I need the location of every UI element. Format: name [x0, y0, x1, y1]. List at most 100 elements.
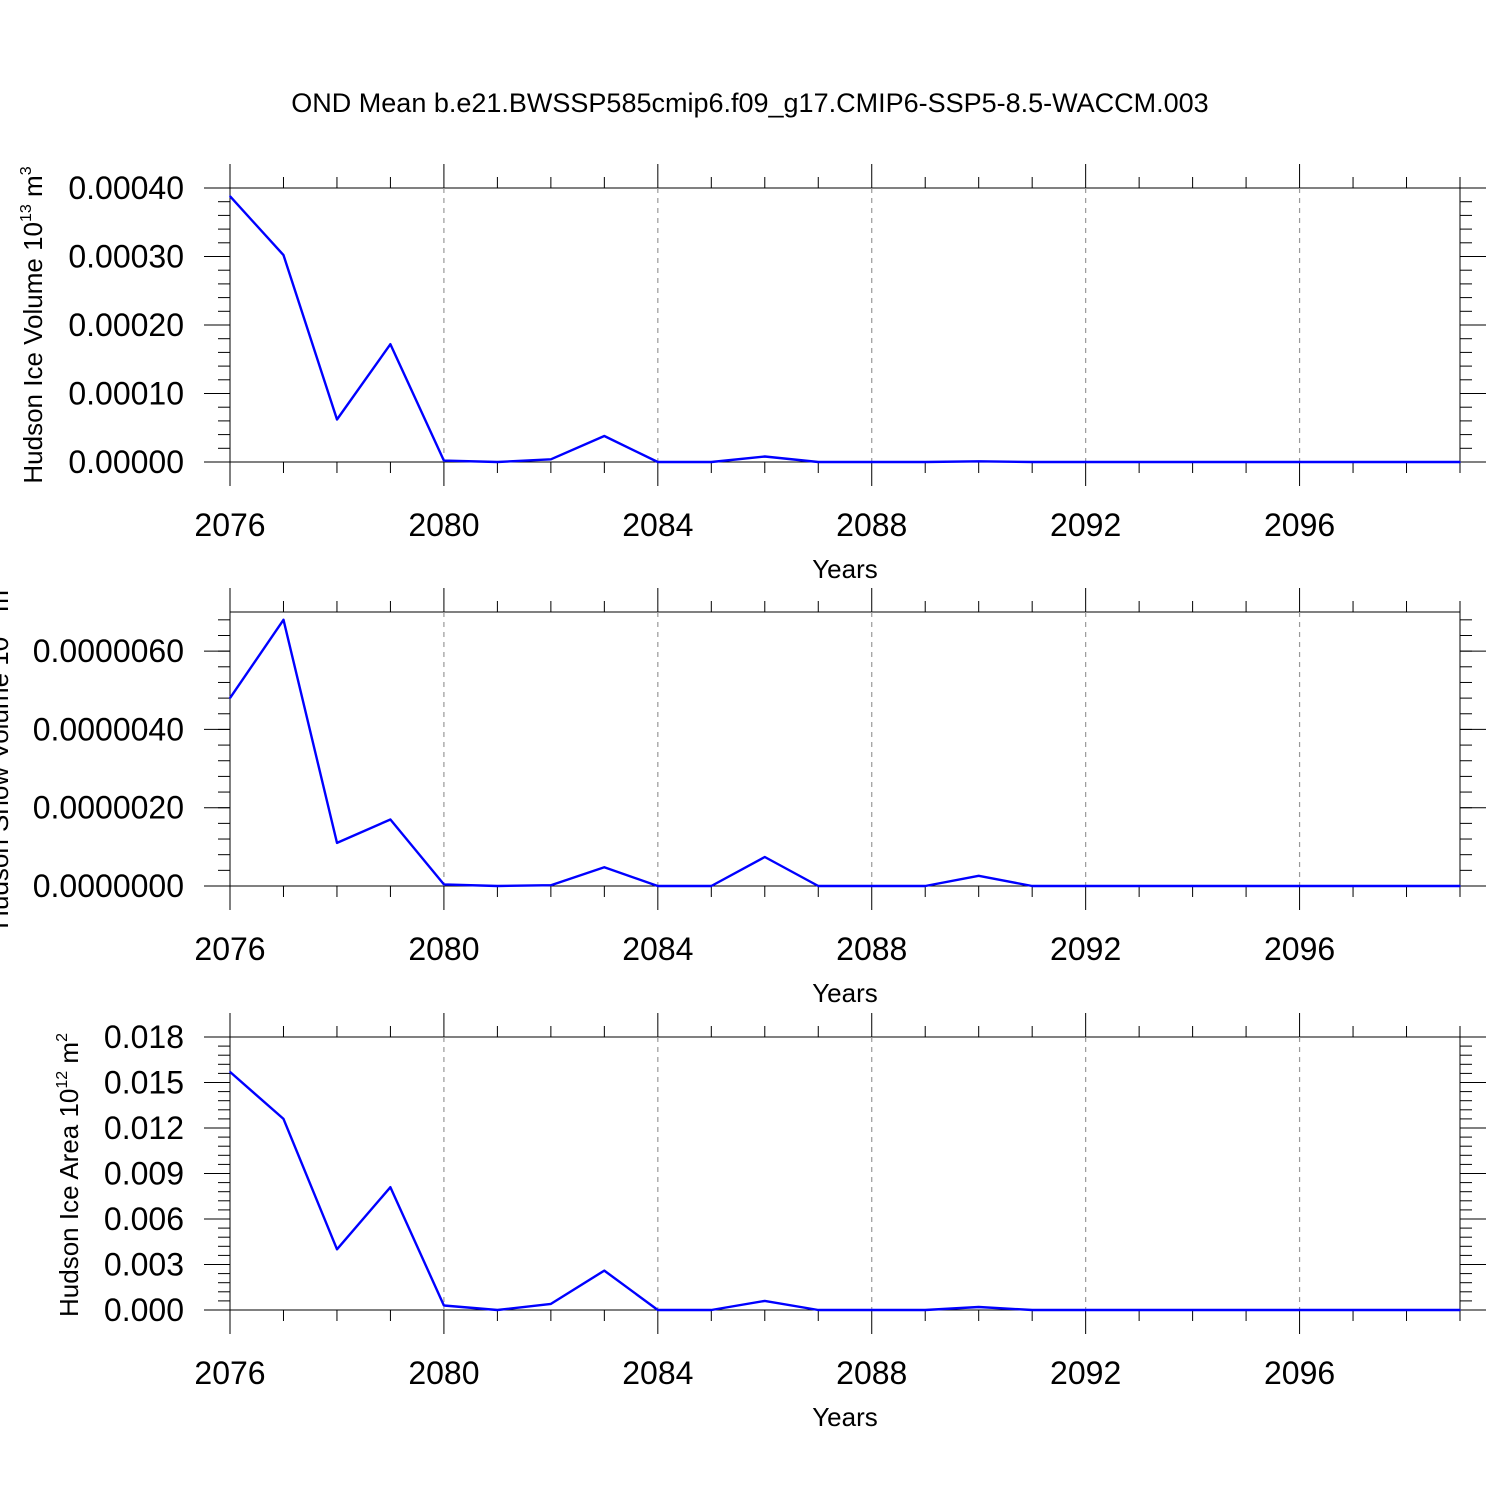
data-point [977, 1306, 980, 1308]
data-point [496, 1309, 499, 1311]
data-point [1352, 1309, 1354, 1311]
data-point [229, 1071, 231, 1073]
data-point [1138, 1309, 1140, 1311]
data-point [817, 885, 820, 887]
y-tick-label: 0.00020 [68, 307, 184, 343]
y-tick-label: 0.0000060 [33, 633, 184, 669]
x-tick-label: 2084 [622, 931, 693, 967]
plot-frame [229, 611, 1461, 887]
data-point [1084, 461, 1087, 463]
data-point [657, 1309, 659, 1311]
data-point [710, 461, 713, 463]
data-point [1459, 885, 1461, 887]
data-point [1031, 1309, 1033, 1311]
x-tick-label: 2096 [1264, 931, 1335, 967]
data-series-line [229, 195, 1460, 464]
data-point [1138, 461, 1140, 463]
y-axis-title: Hudson Snow Volume 1013 m3 [0, 581, 14, 929]
data-point [1084, 885, 1087, 887]
x-tick-label: 2080 [408, 1355, 479, 1391]
ice-area-panel: 2076 2080 2084 2088 2092 2096 0.000 0.003 0.006 0… [54, 1013, 1486, 1432]
x-tick-label: 2096 [1264, 507, 1335, 543]
data-point [603, 1269, 606, 1272]
data-point [229, 697, 231, 699]
x-tick-label: 2092 [1050, 931, 1121, 967]
x-tick-label: 2096 [1264, 1355, 1335, 1391]
y-tick-label: 0.018 [104, 1019, 184, 1055]
x-tick-label: 2088 [836, 931, 907, 967]
data-point [603, 866, 606, 869]
y-tick-label: 0.00000 [68, 444, 184, 480]
data-point [1245, 461, 1247, 463]
data-point [817, 461, 820, 463]
data-point [1405, 461, 1408, 463]
data-point [1191, 1309, 1194, 1311]
data-point [1138, 885, 1140, 887]
data-point [1191, 885, 1194, 887]
x-tick-label: 2084 [622, 1355, 693, 1391]
data-point [977, 460, 980, 463]
data-point [1031, 461, 1033, 463]
data-point [550, 884, 552, 887]
data-point [229, 195, 231, 198]
data-point [1245, 885, 1247, 887]
y-tick-label: 0.006 [104, 1201, 184, 1237]
data-point [710, 885, 713, 887]
x-tick-label: 2092 [1050, 1355, 1121, 1391]
y-tick-label: 0.00040 [68, 170, 184, 206]
x-tick-label: 2080 [408, 507, 479, 543]
data-point [1298, 461, 1301, 463]
data-point [710, 1309, 713, 1311]
data-point [1459, 1309, 1461, 1311]
data-point [657, 885, 659, 887]
data-point [763, 455, 766, 458]
data-point [336, 1248, 338, 1251]
y-tick-label: 0.003 [104, 1247, 184, 1283]
data-point [1245, 1309, 1247, 1311]
snow-volume-panel: 2076 2080 2084 2088 2092 2096 0.0000000 0.00000… [0, 581, 1486, 1008]
data-point [389, 818, 392, 821]
ice-volume-panel: 2076 2080 2084 2088 2092 2096 0.00000 0.00010 0.… [18, 164, 1486, 584]
y-tick-label: 0.012 [104, 1110, 184, 1146]
data-point [870, 885, 873, 887]
data-point [1352, 461, 1354, 463]
data-point [443, 459, 445, 462]
data-point [924, 1309, 927, 1311]
data-point [1405, 1309, 1408, 1311]
x-tick-label: 2092 [1050, 507, 1121, 543]
y-tick-label: 0.00030 [68, 239, 184, 275]
data-point [496, 885, 499, 887]
data-point [977, 875, 980, 877]
data-point [763, 856, 766, 858]
data-point [1352, 885, 1354, 887]
data-point [389, 343, 392, 345]
data-point [550, 1303, 552, 1305]
plot-frame [229, 187, 1461, 463]
y-tick-label: 0.015 [104, 1065, 184, 1101]
plot-frame [229, 1036, 1461, 1311]
data-point [603, 435, 606, 437]
data-point [1405, 885, 1408, 887]
y-tick-label: 0.000 [104, 1292, 184, 1328]
data-point [1031, 885, 1033, 887]
data-point [763, 1300, 766, 1302]
data-point [924, 461, 927, 463]
data-series-line [229, 618, 1460, 888]
x-tick-label: 2076 [194, 1355, 265, 1391]
x-tick-label: 2084 [622, 507, 693, 543]
data-point [336, 418, 338, 421]
x-axis-title: Years [812, 978, 878, 1008]
x-tick-label: 2076 [194, 507, 265, 543]
x-axis-title: Years [812, 1402, 878, 1432]
data-point [870, 461, 873, 463]
data-point [282, 619, 285, 621]
data-point [550, 458, 552, 461]
page-title: OND Mean b.e21.BWSSP585cmip6.f09_g17.CMI… [291, 88, 1209, 118]
data-series-line [229, 1070, 1460, 1312]
x-tick-label: 2088 [836, 507, 907, 543]
data-point [1191, 461, 1194, 463]
data-point [924, 885, 927, 887]
data-point [870, 1309, 873, 1311]
data-point [1298, 885, 1301, 887]
